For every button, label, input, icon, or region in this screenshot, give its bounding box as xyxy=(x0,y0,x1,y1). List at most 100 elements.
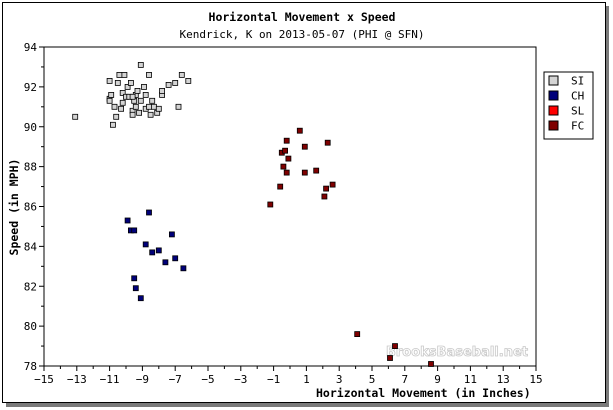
point-ch xyxy=(137,295,144,302)
point-fc xyxy=(280,163,287,170)
point-fc xyxy=(285,155,292,162)
point-si xyxy=(175,103,182,110)
point-fc xyxy=(387,355,393,361)
legend-swatch-ch xyxy=(548,90,559,101)
x-tick-label: 15 xyxy=(529,373,542,386)
x-tick-label: −9 xyxy=(136,373,149,386)
point-fc xyxy=(324,139,331,146)
point-si xyxy=(110,121,116,128)
point-ch xyxy=(168,231,175,238)
point-fc xyxy=(329,181,336,188)
y-tick-label: 80 xyxy=(24,320,37,333)
y-tick-label: 94 xyxy=(24,41,38,54)
point-fc xyxy=(301,143,308,150)
point-si xyxy=(111,103,118,110)
point-si xyxy=(159,88,166,94)
point-si xyxy=(127,80,134,86)
point-si xyxy=(116,72,123,78)
point-si xyxy=(132,103,139,110)
legend-swatch-sl xyxy=(548,105,559,116)
point-si xyxy=(150,103,157,110)
x-tick-label: 11 xyxy=(464,373,477,386)
x-tick-label: 1 xyxy=(303,373,310,386)
point-si xyxy=(185,78,192,84)
point-si xyxy=(113,113,120,120)
y-tick-label: 84 xyxy=(24,240,38,253)
point-fc xyxy=(354,331,361,338)
point-ch xyxy=(180,265,187,272)
point-si xyxy=(119,90,126,96)
legend-label-ch: CH xyxy=(571,90,584,103)
point-fc xyxy=(267,201,274,208)
point-si xyxy=(129,111,136,118)
point-fc xyxy=(392,343,398,350)
point-fc xyxy=(428,361,434,367)
legend: SI CH SL FC xyxy=(543,71,594,140)
x-tick-label: −1 xyxy=(267,373,280,386)
x-axis-ticks: −15 −13 −11 −9 −7 −5 −3 −1 1 3 5 7 9 11 13 15 xyxy=(34,366,543,386)
point-ch xyxy=(131,227,138,234)
point-si xyxy=(149,97,156,104)
point-si xyxy=(146,103,152,110)
x-tick-label: 3 xyxy=(336,373,343,386)
point-fc xyxy=(323,185,330,192)
chart-title: Horizontal Movement x Speed xyxy=(209,10,396,24)
y-tick-label: 90 xyxy=(24,121,37,134)
point-si xyxy=(129,93,136,100)
point-si xyxy=(136,109,143,116)
frame-shadow-right xyxy=(605,6,609,404)
x-tick-label: 9 xyxy=(434,373,441,386)
point-si xyxy=(106,97,113,104)
point-fc xyxy=(277,183,284,190)
point-si xyxy=(137,97,144,104)
point-si xyxy=(72,113,79,120)
point-fc xyxy=(283,169,290,176)
point-ch xyxy=(172,255,179,262)
point-ch xyxy=(149,249,156,256)
frame-shadow-bottom xyxy=(6,403,609,407)
point-si xyxy=(155,105,162,112)
point-si xyxy=(119,99,126,106)
point-fc xyxy=(301,169,308,176)
point-ch xyxy=(124,217,131,224)
y-tick-label: 88 xyxy=(24,161,37,174)
point-ch xyxy=(155,247,162,254)
point-fc xyxy=(321,193,328,200)
point-ch xyxy=(142,241,149,248)
legend-label-fc: FC xyxy=(571,120,584,133)
x-tick-label: 13 xyxy=(497,373,510,386)
chart-frame xyxy=(2,2,606,403)
point-si xyxy=(172,80,179,86)
point-si xyxy=(121,72,128,78)
point-si xyxy=(146,72,152,78)
point-si xyxy=(114,80,121,86)
point-ch xyxy=(146,209,152,216)
x-tick-label: −15 xyxy=(34,373,54,386)
y-tick-label: 86 xyxy=(24,201,37,214)
plot-area xyxy=(43,46,537,367)
y-axis-label: Speed (in MPH) xyxy=(7,159,21,256)
point-si xyxy=(142,92,149,98)
point-si xyxy=(134,88,141,94)
point-fc xyxy=(283,137,290,144)
data-points xyxy=(72,62,434,367)
y-tick-label: 78 xyxy=(24,360,37,373)
x-tick-label: −7 xyxy=(169,373,182,386)
point-si xyxy=(106,78,113,84)
y-tick-label: 92 xyxy=(24,81,37,94)
point-si xyxy=(108,92,115,98)
point-si xyxy=(165,82,172,88)
point-ch xyxy=(162,259,169,266)
point-si xyxy=(141,84,147,90)
point-fc xyxy=(296,127,303,134)
y-tick-label: 82 xyxy=(24,280,37,293)
point-ch xyxy=(132,285,139,292)
point-fc xyxy=(282,147,289,154)
y-axis-ticks: 78 80 82 84 86 88 90 92 94 xyxy=(24,41,44,373)
legend-label-sl: SL xyxy=(571,105,585,118)
point-si xyxy=(178,72,185,78)
x-tick-label: −5 xyxy=(201,373,214,386)
x-tick-label: −3 xyxy=(234,373,247,386)
x-axis-label: Horizontal Movement (in Inches) xyxy=(316,386,531,400)
